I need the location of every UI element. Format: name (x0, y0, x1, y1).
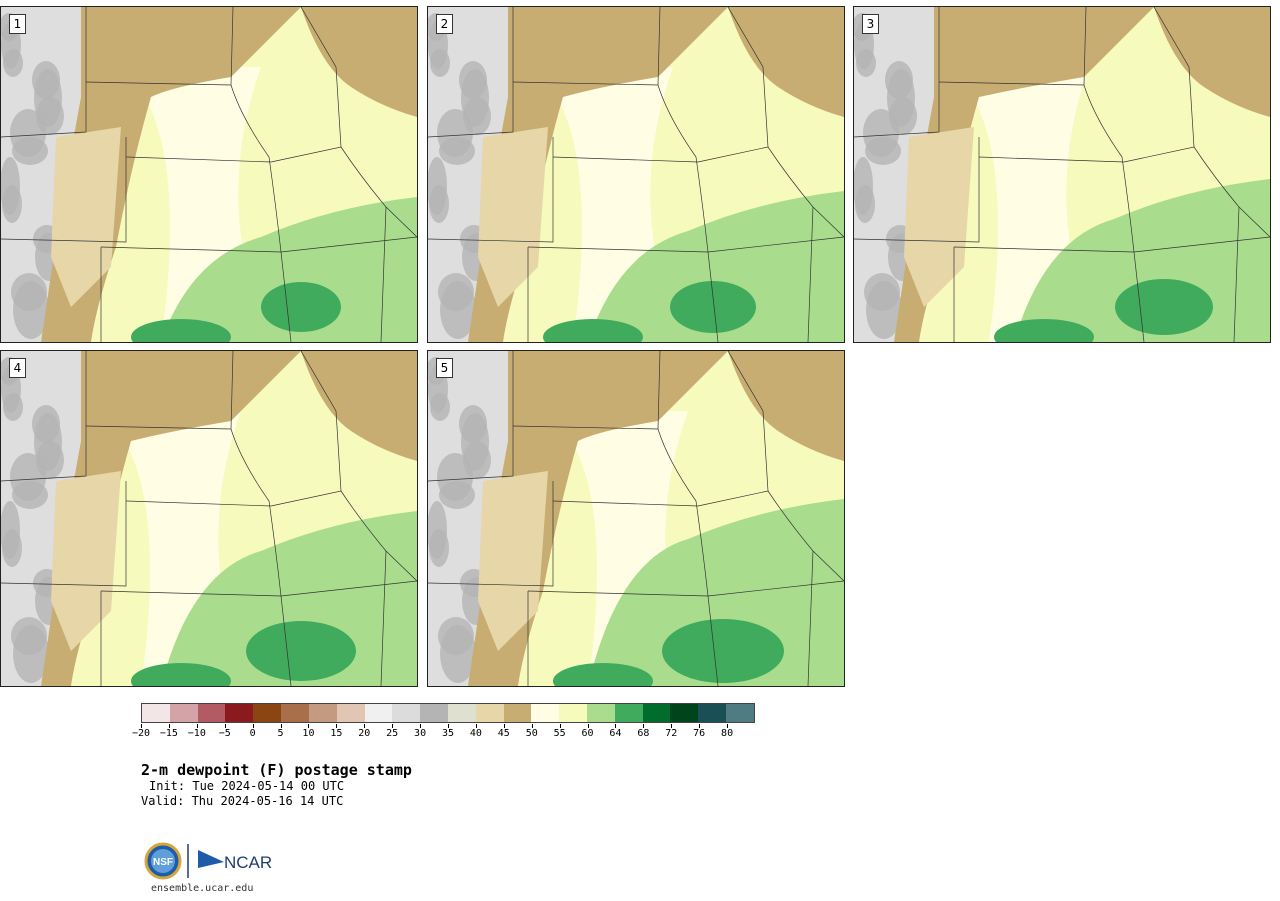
colorbar-swatch (392, 704, 421, 722)
ncar-logo-text: NCAR (224, 853, 272, 872)
colorbar-tick (280, 724, 282, 728)
map-1 (1, 7, 417, 342)
map-5 (428, 351, 844, 686)
stamp-panel-5: 5 (427, 350, 845, 687)
colorbar-swatch (642, 704, 671, 722)
chart-title: 2-m dewpoint (F) postage stamp (141, 761, 412, 779)
colorbar-tick (503, 724, 505, 728)
colorbar-tick (671, 724, 673, 728)
stamp-panel-2: 2 (427, 6, 845, 343)
colorbar-tick (699, 724, 701, 728)
map-2 (428, 7, 844, 342)
colorbar-tick-label: −5 (218, 728, 231, 739)
colorbar-tick-label: 55 (553, 728, 566, 739)
colorbar-tick-label: 20 (358, 728, 371, 739)
colorbar-swatch (253, 704, 282, 722)
colorbar-swatch (726, 704, 754, 722)
panel-label-4: 4 (9, 358, 26, 378)
colorbar-swatch (670, 704, 699, 722)
colorbar-tick-label: 10 (302, 728, 315, 739)
colorbar-swatch (197, 704, 226, 722)
panel-label-3: 3 (862, 14, 879, 34)
colorbar-tick (141, 724, 142, 728)
colorbar-tick (420, 724, 422, 728)
colorbar-tick-label: 35 (441, 728, 455, 739)
colorbar-tick-label: 72 (665, 728, 678, 739)
colorbar-tick (364, 724, 366, 728)
colorbar-tick (615, 724, 617, 728)
colorbar-swatch (698, 704, 727, 722)
nsf-logo-text: NSF (153, 857, 173, 868)
colorbar-swatch (587, 704, 615, 722)
stamp-panel-4: 4 (0, 350, 418, 687)
colorbar (141, 703, 755, 723)
colorbar-tick-label: 76 (693, 728, 706, 739)
colorbar-swatch (475, 704, 504, 722)
panel-label-5: 5 (436, 358, 453, 378)
colorbar-swatch (420, 704, 448, 722)
valid-time: Valid: Thu 2024-05-16 14 UTC (141, 794, 344, 808)
panel-label-2: 2 (436, 14, 453, 34)
colorbar-swatch (559, 704, 587, 722)
colorbar-tick-label: 15 (330, 728, 343, 739)
colorbar-tick-label: 25 (386, 728, 399, 739)
colorbar-tick (196, 724, 198, 728)
colorbar-tick (168, 724, 170, 728)
map-3 (854, 7, 1270, 342)
colorbar-swatch (169, 704, 198, 722)
stamp-panel-1: 1 (0, 6, 418, 343)
website-url: ensemble.ucar.edu (151, 883, 254, 894)
colorbar-swatch (614, 704, 643, 722)
colorbar-tick (252, 724, 254, 728)
colorbar-swatch (281, 704, 309, 722)
colorbar-tick (643, 724, 645, 728)
colorbar-tick (559, 724, 561, 728)
colorbar-tick (727, 724, 729, 728)
colorbar-swatch (142, 704, 170, 722)
nsf-ncar-logo: NSF NCAR (144, 842, 272, 880)
colorbar-tick-label: −20 (131, 728, 151, 739)
colorbar-tick-label: 40 (469, 728, 482, 739)
stamp-panel-3: 3 (853, 6, 1271, 343)
colorbar-swatch (364, 704, 393, 722)
colorbar-tick (587, 724, 589, 728)
colorbar-ticks: −20 −15 −10 −5 0 5 10 15 20 25 30 35 40 45 50 55 60 64 68 7… (132, 724, 755, 744)
colorbar-tick-label: 50 (525, 728, 538, 739)
colorbar-tick (336, 724, 338, 728)
colorbar-tick-label: 80 (721, 728, 734, 739)
colorbar-swatch (308, 704, 337, 722)
colorbar-tick (224, 724, 226, 728)
colorbar-swatch (531, 704, 560, 722)
colorbar-tick-label: −15 (159, 728, 178, 739)
colorbar-tick-label: 5 (277, 728, 284, 739)
colorbar-tick (475, 724, 477, 728)
colorbar-tick (531, 724, 533, 728)
colorbar-tick-label: 64 (609, 728, 622, 739)
colorbar-swatch (225, 704, 254, 722)
panel-label-1: 1 (9, 14, 26, 34)
colorbar-tick (392, 724, 394, 728)
nsf-logo-icon: NSF (144, 842, 182, 880)
colorbar-tick (308, 724, 310, 728)
init-time: Init: Tue 2024-05-14 00 UTC (149, 779, 345, 793)
colorbar-tick-label: 0 (249, 728, 256, 739)
colorbar-tick-label: 60 (581, 728, 594, 739)
colorbar-tick-label: 68 (637, 728, 650, 739)
colorbar-tick-label: 30 (414, 728, 427, 739)
colorbar-swatch (503, 704, 532, 722)
colorbar-tick-label: 45 (497, 728, 510, 739)
colorbar-swatch (447, 704, 476, 722)
colorbar-tick (448, 724, 449, 728)
ncar-logo-icon: NCAR (198, 850, 272, 872)
colorbar-tick-label: −10 (187, 728, 206, 739)
map-4 (1, 351, 417, 686)
colorbar-swatch (336, 704, 365, 722)
